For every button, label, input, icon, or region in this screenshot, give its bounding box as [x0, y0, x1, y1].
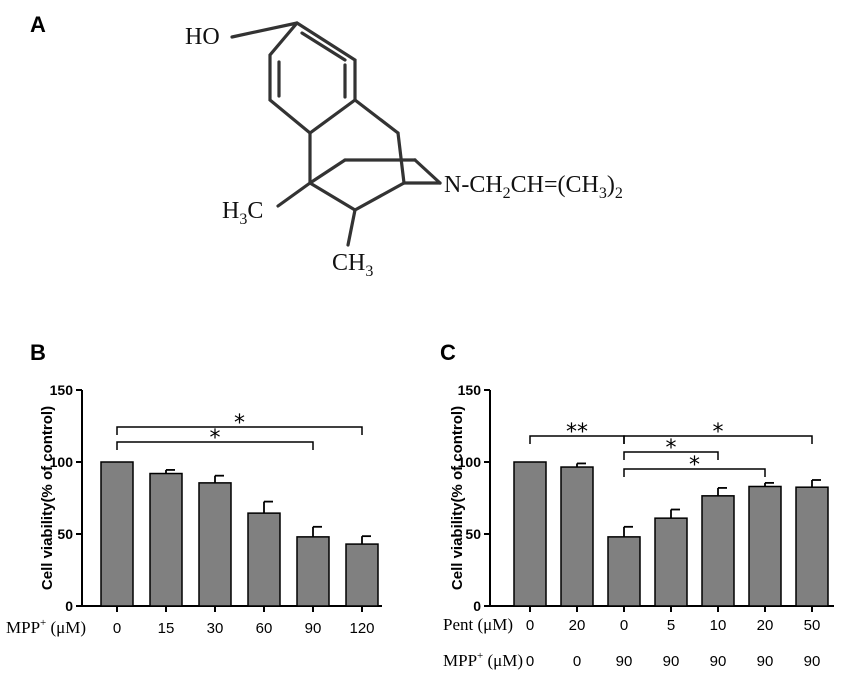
bond-ch2-b: [396, 131, 406, 185]
x-tick-label: 0: [620, 617, 628, 634]
x-tick-label: 5: [667, 617, 675, 634]
x-tick-label: 60: [256, 620, 273, 637]
y-tick-label: 0: [473, 598, 481, 614]
chart-b: 0 50 100 150 Cell viability(% of control) 0 15…: [6, 382, 382, 637]
bar: [560, 466, 594, 607]
significance-label: *: [713, 420, 724, 445]
methyl-label-bottom: CH3: [332, 250, 373, 280]
x-tick-label-row2: 90: [757, 653, 774, 670]
y-tick-label: 50: [57, 526, 73, 542]
x-tick-label-row2: 90: [616, 653, 633, 670]
significance-label: **: [566, 420, 588, 445]
bar: [654, 517, 688, 607]
y-axis-label: Cell viability(% of control): [449, 406, 466, 590]
bar: [100, 461, 134, 607]
x-tick-label-row2: 90: [710, 653, 727, 670]
bond-methyl-left: [276, 181, 312, 208]
significance-bracket: [623, 451, 719, 460]
y-tick-label: 50: [465, 526, 481, 542]
panel-label-b: B: [30, 340, 46, 365]
y-tick-label: 100: [50, 454, 74, 470]
x-tick-label: 0: [113, 620, 121, 637]
bond-bridge-3: [413, 158, 442, 185]
bar: [607, 536, 641, 607]
x-tick-label: 10: [710, 617, 727, 634]
bar: [296, 536, 330, 607]
bond-bridge-1: [308, 158, 347, 185]
y-axis-label: Cell viability(% of control): [39, 406, 56, 590]
x-tick-label: 15: [158, 620, 175, 637]
bar: [149, 472, 183, 607]
x-tick-label-row2: 90: [804, 653, 821, 670]
panel-label-a: A: [30, 12, 46, 37]
y-tick-label: 150: [50, 382, 74, 398]
x-tick-label: 50: [804, 617, 821, 634]
bar: [247, 512, 281, 607]
significance-bracket: [623, 468, 766, 477]
y-tick-label: 150: [458, 382, 482, 398]
methyl-label-left: H3C: [222, 198, 263, 228]
row-label: MPP+ (μM): [6, 617, 86, 637]
pentazocine-structure: [230, 21, 442, 247]
x-tick-label-row2: 0: [573, 653, 581, 670]
hydroxyl-label: HO: [185, 24, 220, 50]
significance-label: *: [234, 411, 245, 436]
y-tick-label: 0: [65, 598, 73, 614]
y-tick-label: 100: [458, 454, 482, 470]
bond-ch2-a: [353, 98, 400, 135]
panel-label-c: C: [440, 340, 456, 365]
x-tick-label: 30: [207, 620, 224, 637]
bond-bridge-5: [353, 181, 406, 212]
bond-methyl-bottom: [346, 208, 357, 247]
significance-bracket: [623, 435, 813, 444]
significance-label: *: [210, 426, 221, 451]
bond-ring: [230, 21, 357, 136]
row-label: MPP+ (μM): [443, 650, 523, 670]
row-label: Pent (μM): [443, 615, 513, 634]
bar: [345, 543, 379, 607]
x-tick-label-row2: 90: [663, 653, 680, 670]
bar: [198, 482, 232, 607]
x-tick-label: 120: [349, 620, 374, 637]
bond-ring-double-1: [300, 31, 347, 62]
x-tick-label: 90: [305, 620, 322, 637]
significance-label: *: [689, 453, 700, 478]
panel-a: A HO H3C CH3 N-CH2CH=(CH3)2: [30, 12, 623, 280]
bar: [701, 495, 735, 607]
significance-bracket: [116, 426, 363, 435]
bar: [513, 461, 547, 607]
amine-side-chain-label: N-CH2CH=(CH3)2: [444, 172, 623, 202]
bar: [748, 485, 782, 607]
significance-bracket: [116, 441, 314, 450]
x-tick-label: 20: [569, 617, 586, 634]
x-tick-label: 0: [526, 617, 534, 634]
x-tick-label-row2: 0: [526, 653, 534, 670]
bar: [795, 486, 829, 607]
bond-bridge-4: [308, 181, 357, 212]
significance-label: *: [666, 436, 677, 461]
x-tick-label: 20: [757, 617, 774, 634]
